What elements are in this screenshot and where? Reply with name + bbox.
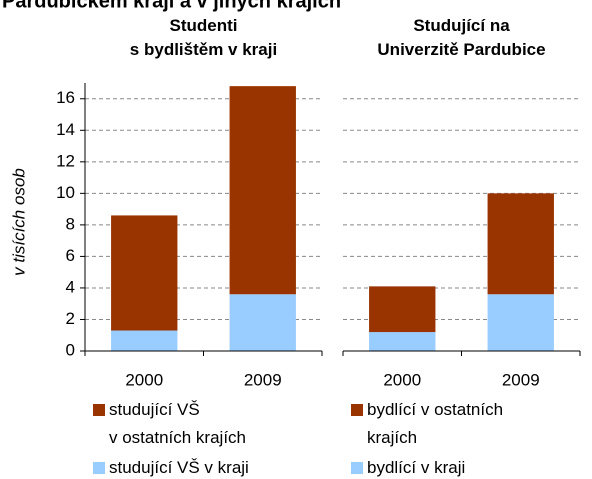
bar-segment <box>111 330 178 351</box>
bar-segment <box>487 294 554 351</box>
bar-segment <box>111 215 178 331</box>
bar-segment <box>369 286 436 333</box>
y-axis-label: v tisících osob <box>9 168 28 276</box>
y-tick-label: 12 <box>56 151 75 170</box>
bar-segment <box>229 294 296 351</box>
y-tick-label: 14 <box>56 120 75 139</box>
y-tick-label: 10 <box>56 183 75 202</box>
page-title: Pardubickém kraji a v jiných krajích <box>2 0 341 12</box>
y-tick-label: 0 <box>66 340 75 359</box>
y-tick-label: 6 <box>66 246 75 265</box>
y-tick-label: 2 <box>66 309 75 328</box>
x-tick-label: 2009 <box>502 370 540 389</box>
legend-swatch <box>351 462 363 474</box>
y-tick-label: 16 <box>56 88 75 107</box>
x-tick-label: 2000 <box>125 370 163 389</box>
panel-title: Studenti s bydlištěm v kraji <box>129 16 278 59</box>
bar-segment <box>487 193 554 295</box>
panel-title: Studující na Univerzitě Pardubice <box>377 16 546 59</box>
bar-segment <box>229 86 296 295</box>
legend-label: bydlící v kraji <box>367 458 466 477</box>
x-tick-label: 2009 <box>244 370 282 389</box>
bar-segment <box>369 332 436 351</box>
legend-swatch <box>351 404 363 416</box>
legend-label: studující VŠ v kraji <box>109 458 249 477</box>
x-tick-label: 2000 <box>383 370 421 389</box>
legend-label: studující VŠ v ostatních krajích <box>109 400 247 447</box>
y-tick-label: 4 <box>66 277 75 296</box>
legend-swatch <box>93 404 105 416</box>
legend-label: bydlící v ostatních krajích <box>367 400 504 447</box>
legend-swatch <box>93 462 105 474</box>
y-tick-label: 8 <box>66 214 75 233</box>
